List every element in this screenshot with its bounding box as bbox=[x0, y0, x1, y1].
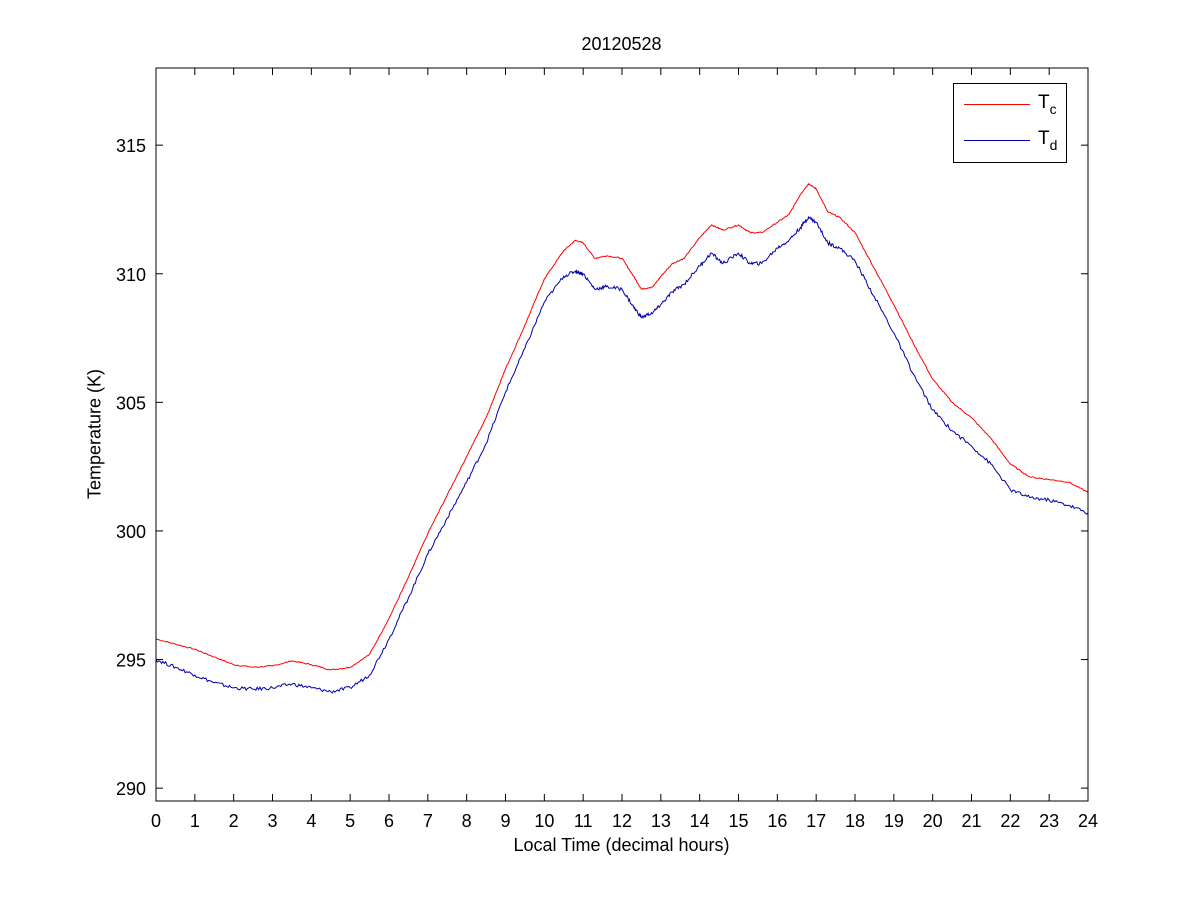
y-tick-label: 300 bbox=[116, 522, 146, 542]
x-tick-label: 3 bbox=[267, 811, 277, 831]
x-tick-label: 7 bbox=[423, 811, 433, 831]
legend-label-tc: Tc bbox=[1038, 92, 1057, 117]
x-tick-label: 19 bbox=[884, 811, 904, 831]
tick-layer: 0 1 2 3 4 5 6 7 8 9 10 11 12 13 14 15 16 17 18 19 20 21 22 23 24… bbox=[116, 68, 1098, 831]
x-tick-label: 14 bbox=[690, 811, 710, 831]
x-tick-label: 13 bbox=[651, 811, 671, 831]
chart-legend: Tc Td bbox=[953, 83, 1067, 163]
y-tick-label: 295 bbox=[116, 651, 146, 671]
legend-entry-tc: Tc bbox=[954, 90, 1066, 120]
x-tick-label: 6 bbox=[384, 811, 394, 831]
y-tick-label: 315 bbox=[116, 136, 146, 156]
x-tick-label: 10 bbox=[534, 811, 554, 831]
legend-label-td: Td bbox=[1038, 128, 1058, 153]
x-tick-label: 0 bbox=[151, 811, 161, 831]
y-tick-label: 290 bbox=[116, 779, 146, 799]
y-axis-label: Temperature (K) bbox=[84, 368, 105, 500]
x-tick-label: 8 bbox=[462, 811, 472, 831]
x-tick-label: 22 bbox=[1000, 811, 1020, 831]
x-tick-label: 4 bbox=[306, 811, 316, 831]
x-tick-label: 2 bbox=[229, 811, 239, 831]
x-tick-label: 12 bbox=[612, 811, 632, 831]
x-tick-label: 18 bbox=[845, 811, 865, 831]
x-tick-label: 24 bbox=[1078, 811, 1098, 831]
x-tick-label: 17 bbox=[806, 811, 826, 831]
x-tick-label: 9 bbox=[500, 811, 510, 831]
legend-swatch-td bbox=[964, 140, 1030, 141]
x-tick-label: 16 bbox=[767, 811, 787, 831]
x-axis-label: Local Time (decimal hours) bbox=[513, 835, 730, 855]
x-tick-label: 15 bbox=[728, 811, 748, 831]
plot-area-border bbox=[155, 67, 1089, 802]
x-tick-label: 21 bbox=[961, 811, 981, 831]
x-tick-label: 23 bbox=[1039, 811, 1059, 831]
y-tick-label: 305 bbox=[116, 393, 146, 413]
legend-entry-td: Td bbox=[954, 126, 1066, 156]
legend-swatch-tc bbox=[964, 104, 1030, 105]
series-layer bbox=[155, 182, 1089, 694]
chart-title: 20120528 bbox=[581, 34, 662, 54]
series-line-Tc bbox=[155, 182, 1089, 671]
x-tick-label: 20 bbox=[923, 811, 943, 831]
x-tick-label: 5 bbox=[345, 811, 355, 831]
series-line-Td bbox=[155, 215, 1089, 694]
x-tick-label: 1 bbox=[190, 811, 200, 831]
x-tick-label: 11 bbox=[574, 811, 593, 831]
y-tick-label: 310 bbox=[116, 265, 146, 285]
plot-area-background bbox=[156, 68, 1088, 801]
